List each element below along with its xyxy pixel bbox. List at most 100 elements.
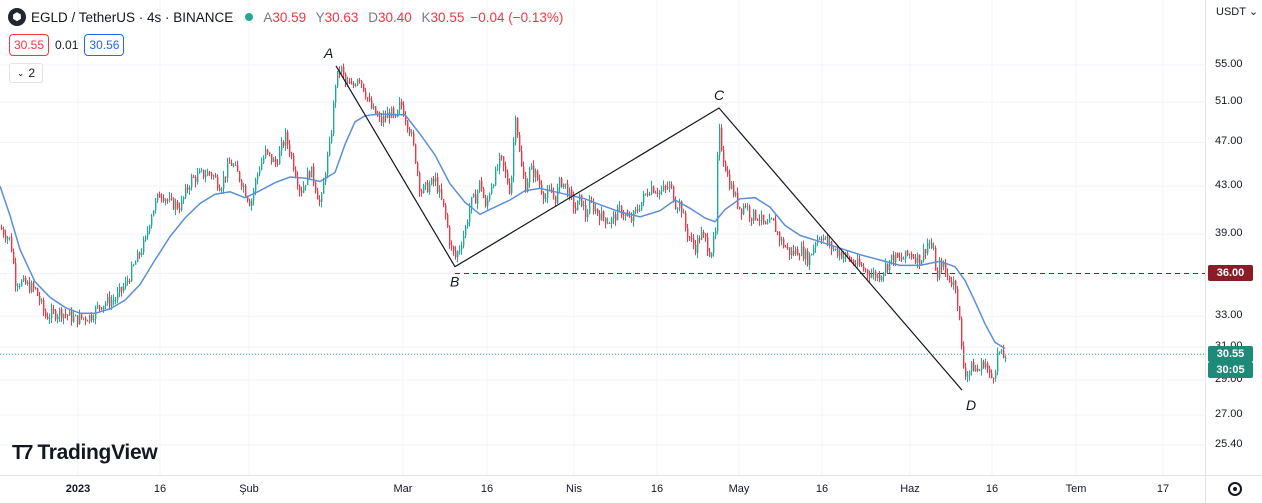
candle-body: [449, 226, 451, 245]
chart-settings-corner[interactable]: [1205, 475, 1262, 503]
candle-body: [595, 208, 597, 212]
time-axis[interactable]: 2023 16 Şub Mar 16 Nis 16 May 16 Haz 16 Tem 17: [0, 475, 1205, 503]
indicators-toggle-button[interactable]: ⌄ 2: [9, 63, 43, 83]
candle-body: [447, 214, 449, 227]
candle-body: [629, 216, 631, 218]
candle-body: [377, 114, 379, 116]
candle-body: [781, 239, 783, 241]
candle-body: [327, 155, 329, 174]
candle-body: [1, 227, 3, 230]
candle-body: [555, 195, 557, 203]
candle-body: [329, 141, 331, 156]
candle-body: [619, 206, 621, 208]
candle-body: [465, 226, 467, 236]
candle-body: [163, 197, 165, 202]
candle-body: [25, 277, 27, 284]
candle-body: [337, 71, 339, 87]
candle-body: [893, 254, 895, 263]
candle-body: [471, 197, 473, 209]
candle-body: [917, 254, 919, 263]
candle-body: [593, 201, 595, 212]
candle-body: [875, 272, 877, 278]
close-value: 30.55: [430, 9, 465, 25]
candle-body: [865, 269, 867, 271]
candle-body: [951, 281, 953, 286]
candle-body: [597, 208, 599, 214]
candle-body: [587, 213, 589, 218]
candle-body: [669, 184, 671, 189]
candle-body: [673, 186, 675, 202]
candle-body: [869, 274, 871, 278]
candle-body: [877, 274, 879, 278]
candle-body: [123, 286, 125, 291]
price-tick-label: 43.00: [1215, 179, 1243, 192]
candle-body: [857, 258, 859, 265]
candle-body: [773, 218, 775, 221]
candle-body: [241, 180, 243, 188]
time-tick-label: 17: [1156, 483, 1170, 495]
candle-body: [361, 80, 363, 84]
time-tick-label: 16: [985, 483, 999, 495]
candle-body: [971, 362, 973, 371]
candle-body: [411, 132, 413, 134]
candle-body: [681, 201, 683, 213]
candle-body: [229, 162, 231, 164]
candle-body: [371, 99, 373, 109]
candle-body: [387, 112, 389, 119]
symbol-title[interactable]: EGLD / TetherUS · 4s · BINANCE: [31, 9, 234, 25]
candle-body: [843, 256, 845, 259]
price-axis[interactable]: USDT ⌄ 25.4027.0029.0031.0033.0036.0039.…: [1205, 0, 1262, 475]
sell-button[interactable]: 30.55: [9, 34, 50, 56]
price-chart[interactable]: A B C D: [0, 0, 1205, 475]
candle-body: [649, 193, 651, 196]
candle-body: [97, 305, 99, 308]
candle-body: [277, 163, 279, 165]
candle-body: [109, 296, 111, 306]
candle-body: [751, 217, 753, 221]
candle-body: [205, 175, 207, 178]
change-value: −0.04 (−0.13%): [470, 9, 564, 25]
candle-body: [379, 115, 381, 117]
candle-body: [455, 250, 457, 258]
candle-body: [897, 253, 899, 258]
candle-body: [189, 187, 191, 190]
candle-body: [723, 150, 725, 163]
pattern-point-a: A: [323, 45, 333, 61]
candle-body: [839, 252, 841, 256]
candle-body: [895, 253, 897, 263]
candle-body: [427, 182, 429, 193]
candle-body: [713, 235, 715, 253]
candle-body: [479, 180, 481, 192]
candle-body: [359, 79, 361, 81]
candle-body: [521, 150, 523, 167]
gear-icon[interactable]: [1228, 482, 1242, 496]
candle-body: [263, 157, 265, 163]
candle-body: [393, 107, 395, 115]
candle-body: [437, 177, 439, 193]
candle-body: [487, 199, 489, 207]
candle-body: [899, 257, 901, 259]
candle-body: [187, 187, 189, 190]
candle-body: [201, 169, 203, 171]
candle-body: [761, 214, 763, 221]
candle-body: [685, 212, 687, 229]
candle-body: [913, 256, 915, 258]
candle-body: [519, 135, 521, 151]
candle-body: [731, 184, 733, 189]
candle-body: [93, 318, 95, 320]
candle-body: [167, 199, 169, 201]
candle-body: [955, 280, 957, 289]
buy-button[interactable]: 30.56: [84, 34, 125, 56]
candle-body: [927, 243, 929, 254]
candle-body: [651, 186, 653, 194]
tradingview-brand[interactable]: T7 TradingView: [12, 441, 158, 465]
candle-body: [1003, 350, 1005, 359]
candle-body: [53, 308, 55, 311]
currency-selector[interactable]: USDT ⌄: [1216, 5, 1258, 18]
time-tick-label: Haz: [900, 483, 920, 495]
candle-body: [51, 308, 53, 318]
candle-body: [709, 251, 711, 257]
candle-body: [867, 269, 869, 275]
candle-body: [473, 194, 475, 198]
